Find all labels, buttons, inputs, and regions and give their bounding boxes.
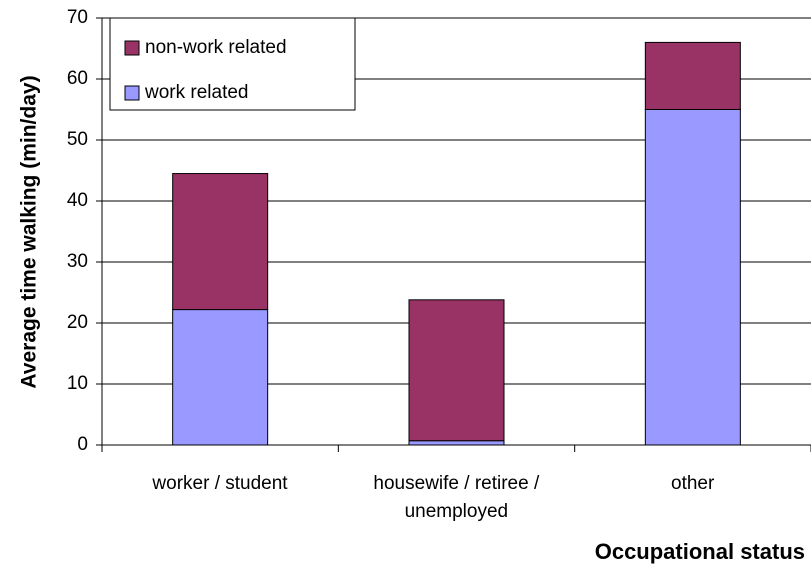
legend-label: non-work related: [145, 37, 287, 58]
y-tick-label: 20: [67, 312, 88, 333]
y-tick-label: 60: [67, 68, 88, 89]
legend-swatch: [124, 85, 140, 101]
y-axis-label: Average time walking (min/day): [18, 75, 41, 388]
x-axis-label: Occupational status: [595, 539, 805, 564]
y-tick-label: 50: [67, 129, 88, 150]
y-tick-label: 0: [77, 434, 88, 455]
x-tick-label: housewife / retiree / unemployed: [373, 473, 540, 522]
x-tick-label: worker / student: [152, 473, 288, 494]
x-tick-label: other: [671, 473, 715, 494]
bar-segment: [408, 299, 505, 442]
legend-swatch: [124, 40, 140, 56]
legend-label: work related: [144, 82, 249, 103]
y-tick-label: 70: [67, 7, 88, 28]
y-tick-label: 10: [67, 373, 88, 394]
y-tick-label: 30: [67, 251, 88, 272]
bar-segment: [172, 173, 269, 311]
y-tick-label: 40: [67, 190, 88, 211]
bar-segment: [644, 41, 741, 110]
legend-box: [109, 17, 356, 111]
bar-segment: [172, 309, 269, 446]
bar-segment: [644, 109, 741, 446]
bar-segment: [408, 440, 505, 446]
